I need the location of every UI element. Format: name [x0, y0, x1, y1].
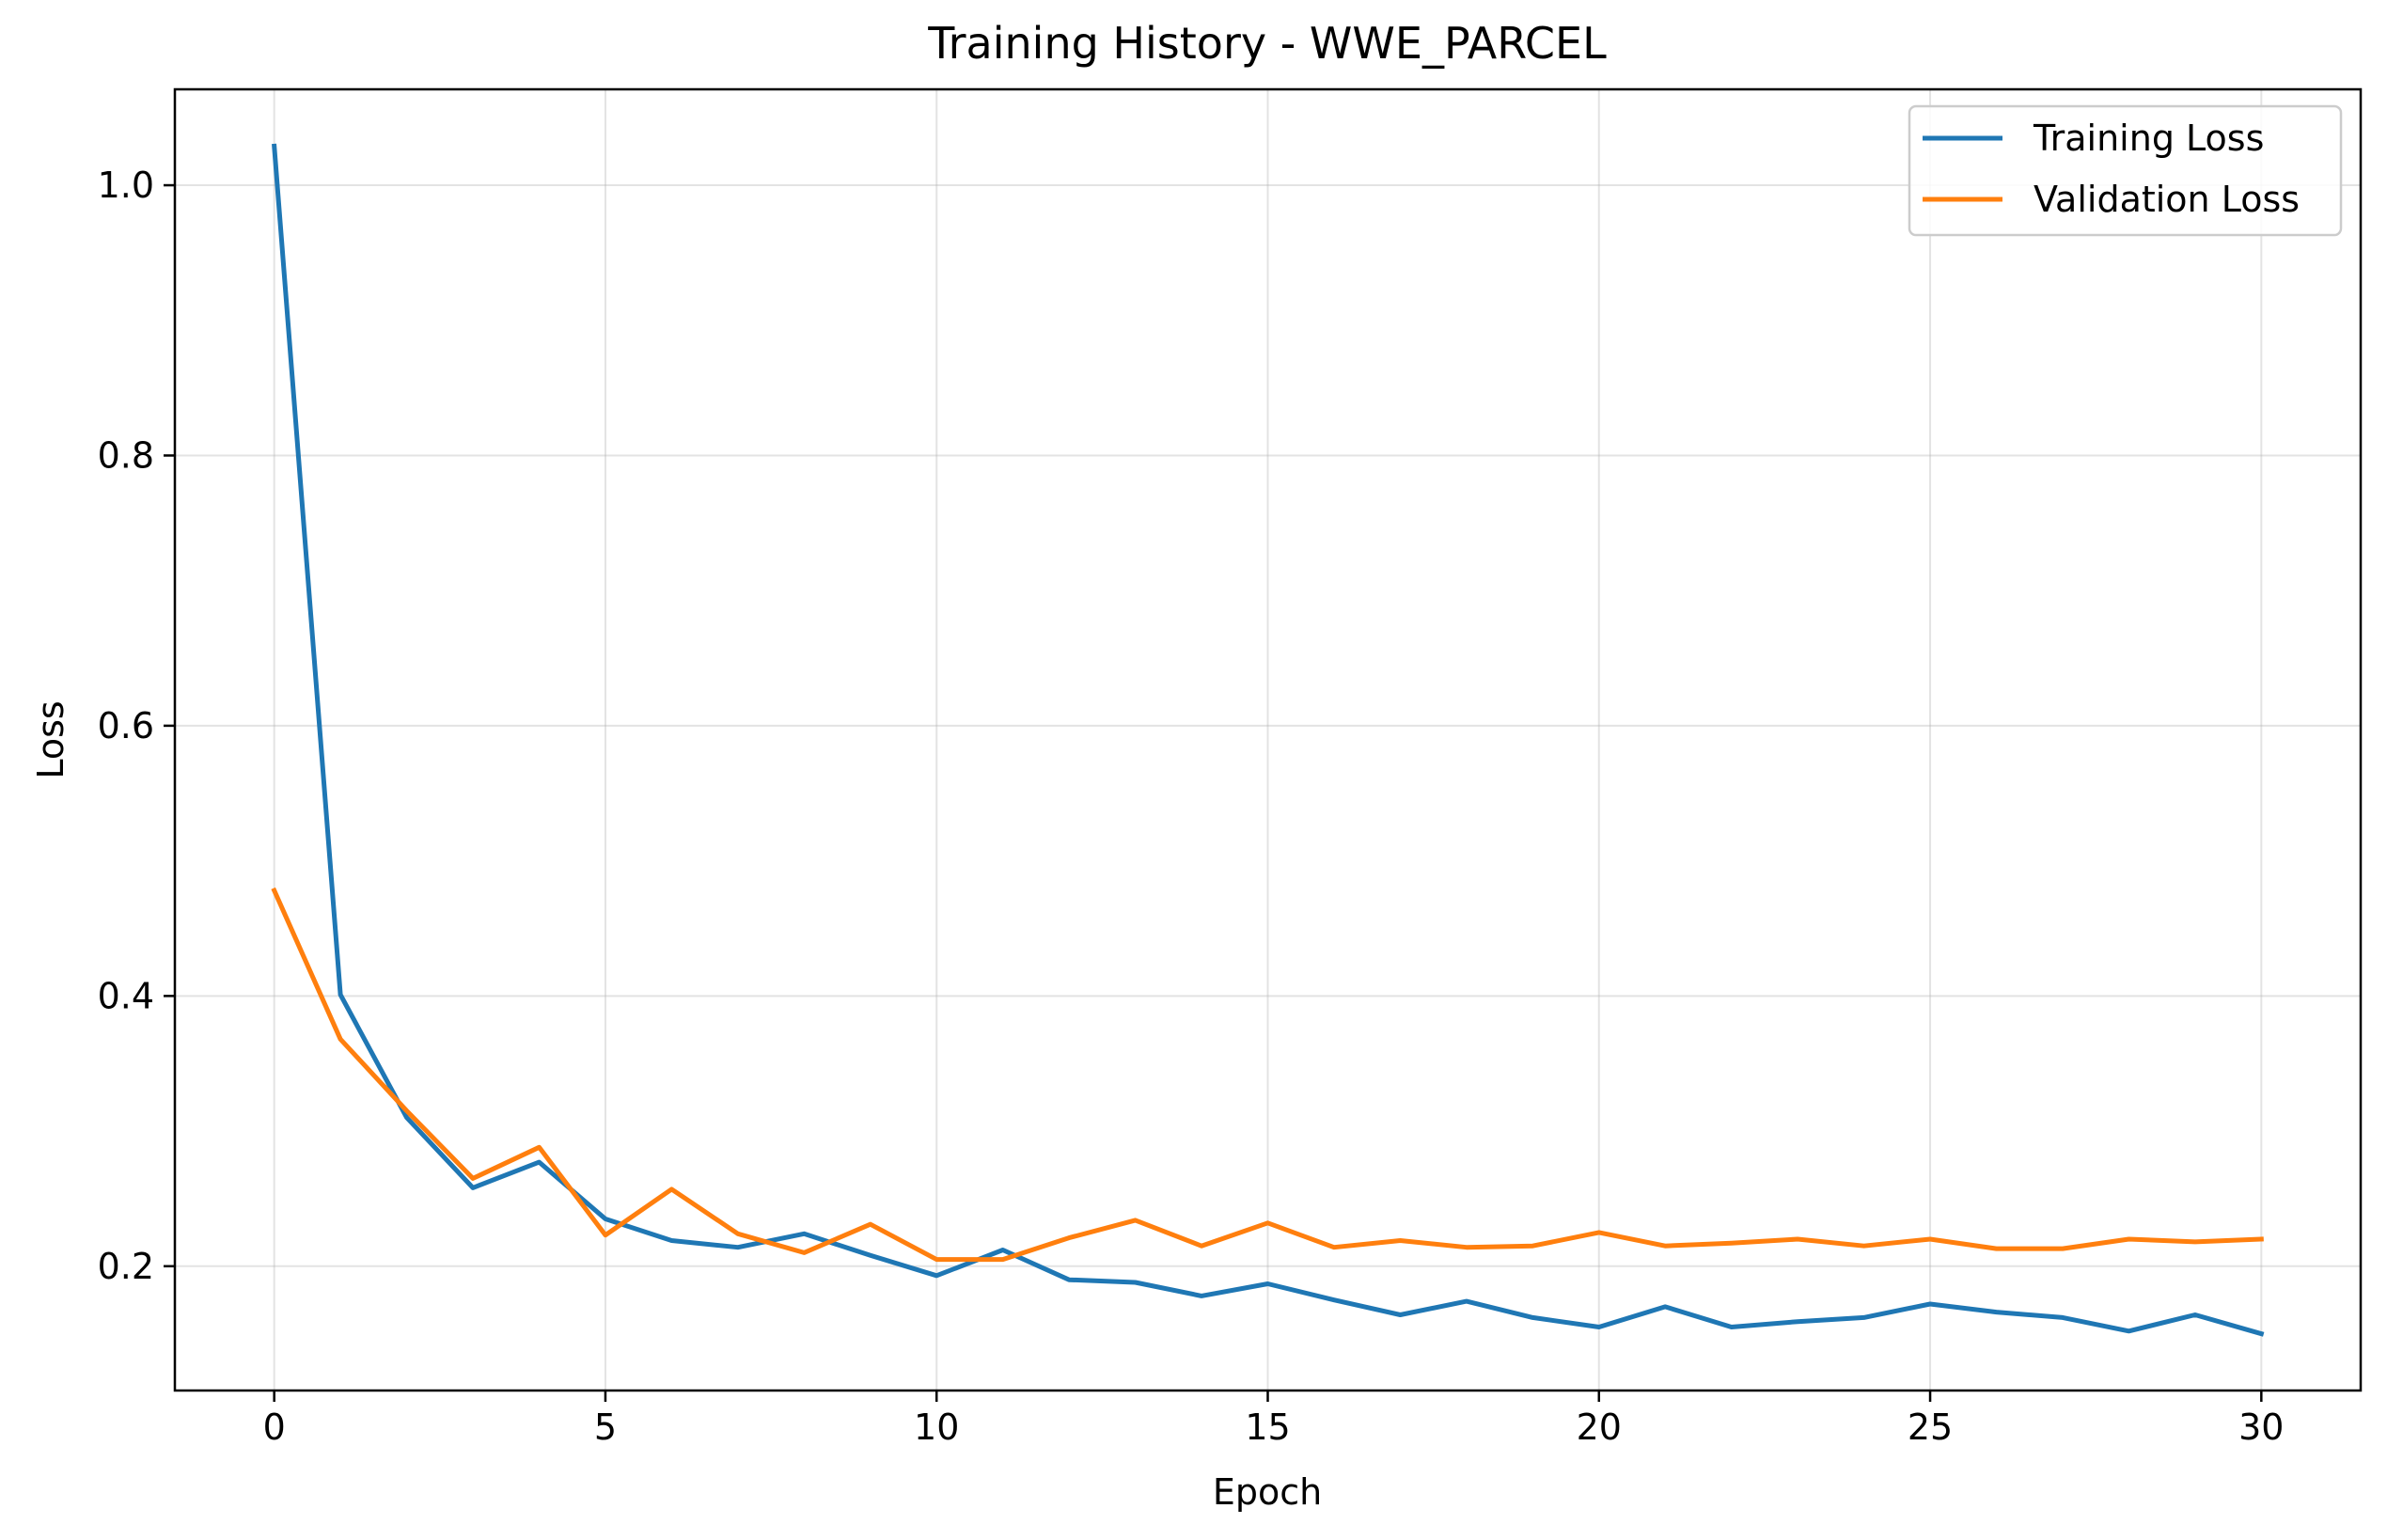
plot-series [271, 143, 2265, 1337]
validation-loss-line [271, 887, 2264, 1263]
y-axis-ticks: 0.2 0.4 0.6 0.8 1.0 [98, 165, 175, 1287]
x-tick-label: 15 [1245, 1406, 1290, 1448]
chart-title: Training History - WWE_PARCEL [927, 18, 1607, 69]
y-tick-label: 1.0 [98, 165, 154, 206]
legend: Training Loss Validation Loss [1908, 104, 2343, 237]
legend-label-training: Training Loss [2033, 118, 2264, 159]
x-tick-label: 10 [914, 1406, 959, 1448]
x-tick-label: 0 [263, 1406, 286, 1448]
y-tick-label: 0.2 [98, 1246, 154, 1287]
legend-box [1908, 104, 2343, 237]
y-tick-label: 0.6 [98, 705, 154, 746]
x-axis-ticks: 0 5 10 15 20 25 30 [263, 1391, 2284, 1448]
x-tick-label: 25 [1908, 1406, 1953, 1448]
legend-label-validation: Validation Loss [2034, 179, 2300, 220]
x-tick-label: 30 [2238, 1406, 2284, 1448]
grid [175, 89, 2361, 1391]
x-tick-label: 20 [1577, 1406, 1622, 1448]
y-axis-label: Loss [30, 700, 71, 778]
training-loss-line [272, 143, 2265, 1337]
x-tick-label: 5 [594, 1406, 617, 1448]
y-tick-label: 0.8 [98, 434, 154, 476]
x-axis-label: Epoch [1213, 1471, 1322, 1513]
y-tick-label: 0.4 [98, 975, 154, 1016]
